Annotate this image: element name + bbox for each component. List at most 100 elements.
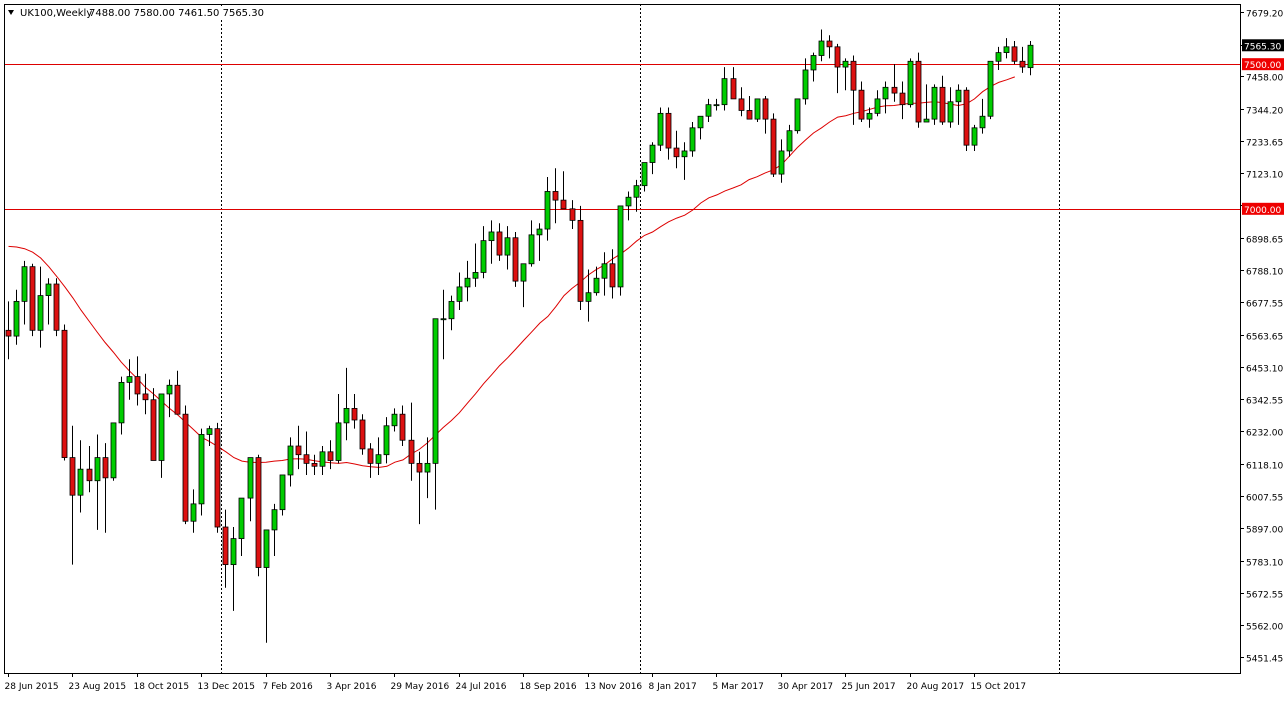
- candle-body: [158, 393, 165, 461]
- candle-body: [311, 462, 318, 467]
- candle: [721, 67, 728, 111]
- candle-body: [399, 413, 406, 441]
- candle: [617, 205, 624, 296]
- current-price-label: 7565.30: [1244, 42, 1281, 52]
- candle: [126, 359, 133, 400]
- candle: [665, 107, 672, 160]
- time-tick-label: 7 Feb 2016: [263, 682, 314, 692]
- candle-body: [552, 191, 559, 201]
- candle: [287, 437, 294, 487]
- time-tick-label: 13 Dec 2015: [198, 682, 256, 692]
- candle: [641, 162, 648, 192]
- candle: [593, 266, 600, 296]
- candle: [504, 226, 511, 270]
- candle: [255, 454, 262, 577]
- chart-frame: [4, 4, 1241, 674]
- candle: [440, 289, 447, 360]
- candle-body: [786, 130, 793, 152]
- period-separators: [221, 4, 1060, 673]
- candle: [351, 393, 358, 429]
- candle: [625, 191, 632, 221]
- candle: [29, 263, 36, 337]
- candle: [794, 98, 801, 134]
- time-tick-label: 25 Jun 2017: [842, 682, 896, 692]
- candle: [69, 425, 76, 565]
- candle-body: [569, 208, 576, 221]
- candle-body: [198, 434, 205, 505]
- candle: [399, 405, 406, 447]
- candle-body: [102, 457, 109, 479]
- price-tick-label: 6453.10: [1246, 365, 1283, 375]
- candle-body: [174, 384, 181, 415]
- candle-body: [882, 86, 889, 100]
- candle-body: [874, 98, 881, 114]
- candle: [882, 81, 889, 114]
- candle: [271, 503, 278, 556]
- candle-body: [440, 318, 447, 321]
- level-price-label: 7500.00: [1244, 61, 1281, 71]
- candle-body: [432, 318, 439, 464]
- candle-body: [770, 118, 777, 175]
- candle-body: [730, 78, 737, 100]
- candle: [464, 260, 471, 302]
- candle: [713, 98, 720, 111]
- candle: [842, 58, 849, 91]
- candle: [939, 75, 946, 125]
- candle: [480, 226, 487, 279]
- candle-body: [45, 283, 52, 296]
- candle: [560, 171, 567, 210]
- candle-body: [271, 509, 278, 531]
- candle-body: [134, 376, 141, 395]
- time-tick-label: 29 May 2016: [391, 682, 450, 692]
- price-tick-label: 6677.55: [1246, 300, 1283, 310]
- candle-body: [504, 237, 511, 256]
- candle: [383, 417, 390, 464]
- candle: [61, 324, 68, 461]
- price-tick-label: 7679.20: [1246, 10, 1283, 20]
- candle-body: [971, 127, 978, 146]
- candle: [134, 356, 141, 406]
- candle-body: [721, 78, 728, 106]
- candle: [1027, 41, 1034, 76]
- candle-body: [899, 92, 906, 106]
- candle-body: [617, 205, 624, 288]
- candle: [633, 179, 640, 212]
- candle: [1003, 38, 1010, 59]
- candle-body: [641, 162, 648, 187]
- candle: [899, 81, 906, 120]
- chart-header: UK100,Weekly 7488.00 7580.00 7461.50 756…: [6, 6, 264, 19]
- price-tick-label: 5562.00: [1246, 623, 1283, 633]
- candle-body: [408, 439, 415, 464]
- candle-body: [834, 46, 841, 68]
- candle: [512, 231, 519, 287]
- level-price-label-box: [1242, 202, 1284, 215]
- candle: [206, 425, 213, 447]
- candle: [13, 289, 20, 345]
- candle-body: [689, 127, 696, 152]
- candle-body: [593, 277, 600, 294]
- dropdown-triangle-icon[interactable]: [8, 10, 14, 15]
- candle: [802, 58, 809, 105]
- candle-body: [327, 451, 334, 461]
- time-tick-label: 8 Jan 2017: [649, 682, 697, 692]
- candle: [303, 431, 310, 475]
- candle: [102, 443, 109, 533]
- candle-body: [609, 263, 616, 288]
- candle-body: [528, 234, 535, 265]
- candle-body: [37, 295, 44, 331]
- candle-body: [738, 98, 745, 111]
- candle-body: [520, 263, 527, 282]
- candle-body: [150, 399, 157, 461]
- candle-body: [665, 112, 672, 149]
- candle: [528, 220, 535, 267]
- candle: [866, 107, 873, 128]
- candle: [230, 527, 237, 611]
- candle: [738, 87, 745, 117]
- candle: [247, 457, 254, 522]
- candle: [238, 497, 245, 556]
- candle: [448, 295, 455, 331]
- candle: [359, 414, 366, 455]
- candle: [142, 373, 149, 415]
- candle: [907, 58, 914, 108]
- candle-body: [279, 474, 286, 511]
